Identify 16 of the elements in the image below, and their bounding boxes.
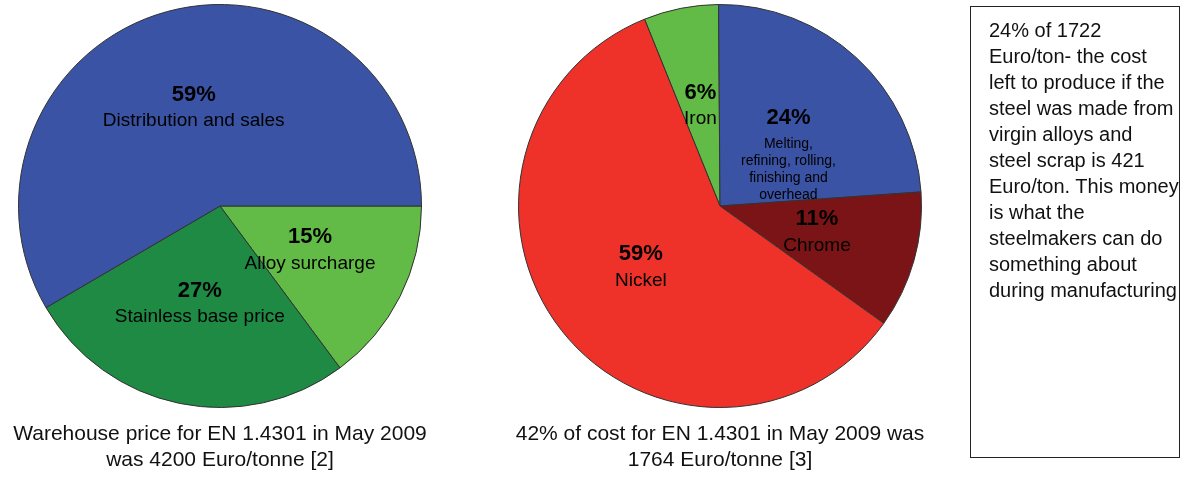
slice-label: Melting, refining, rolling, finishing and overhead [740,134,836,202]
data-label: 27% [177,276,222,302]
data-label: 11% [795,205,839,231]
slice-label: Iron [684,107,717,129]
text: 42% of cost for EN 1.4301 in May 2009 was 1764 Euro/tonne [3] [514,420,926,472]
data-label: 59% [618,240,663,266]
data-label: 59% [171,80,216,106]
slice-label: Chrome [783,233,851,255]
slice-label: Distribution and sales [102,108,285,130]
text: Warehouse price for EN 1.4301 in May 2009 was 4200 Euro/tonne [2] [12,420,428,472]
text: 24% of 1722 Euro/ton- the cost left to produce if the steel was made from virgin alloys and steel scrap is 421 Euro/ton. This money is what the steelmakers can do something about during manufacturing [989,19,1179,301]
data-label: 6% [684,79,717,105]
data-label: 15% [287,223,332,249]
data-label: 24% [766,104,811,130]
slice-label: Stainless base price [114,304,285,326]
slice-label: Nickel [614,268,667,290]
